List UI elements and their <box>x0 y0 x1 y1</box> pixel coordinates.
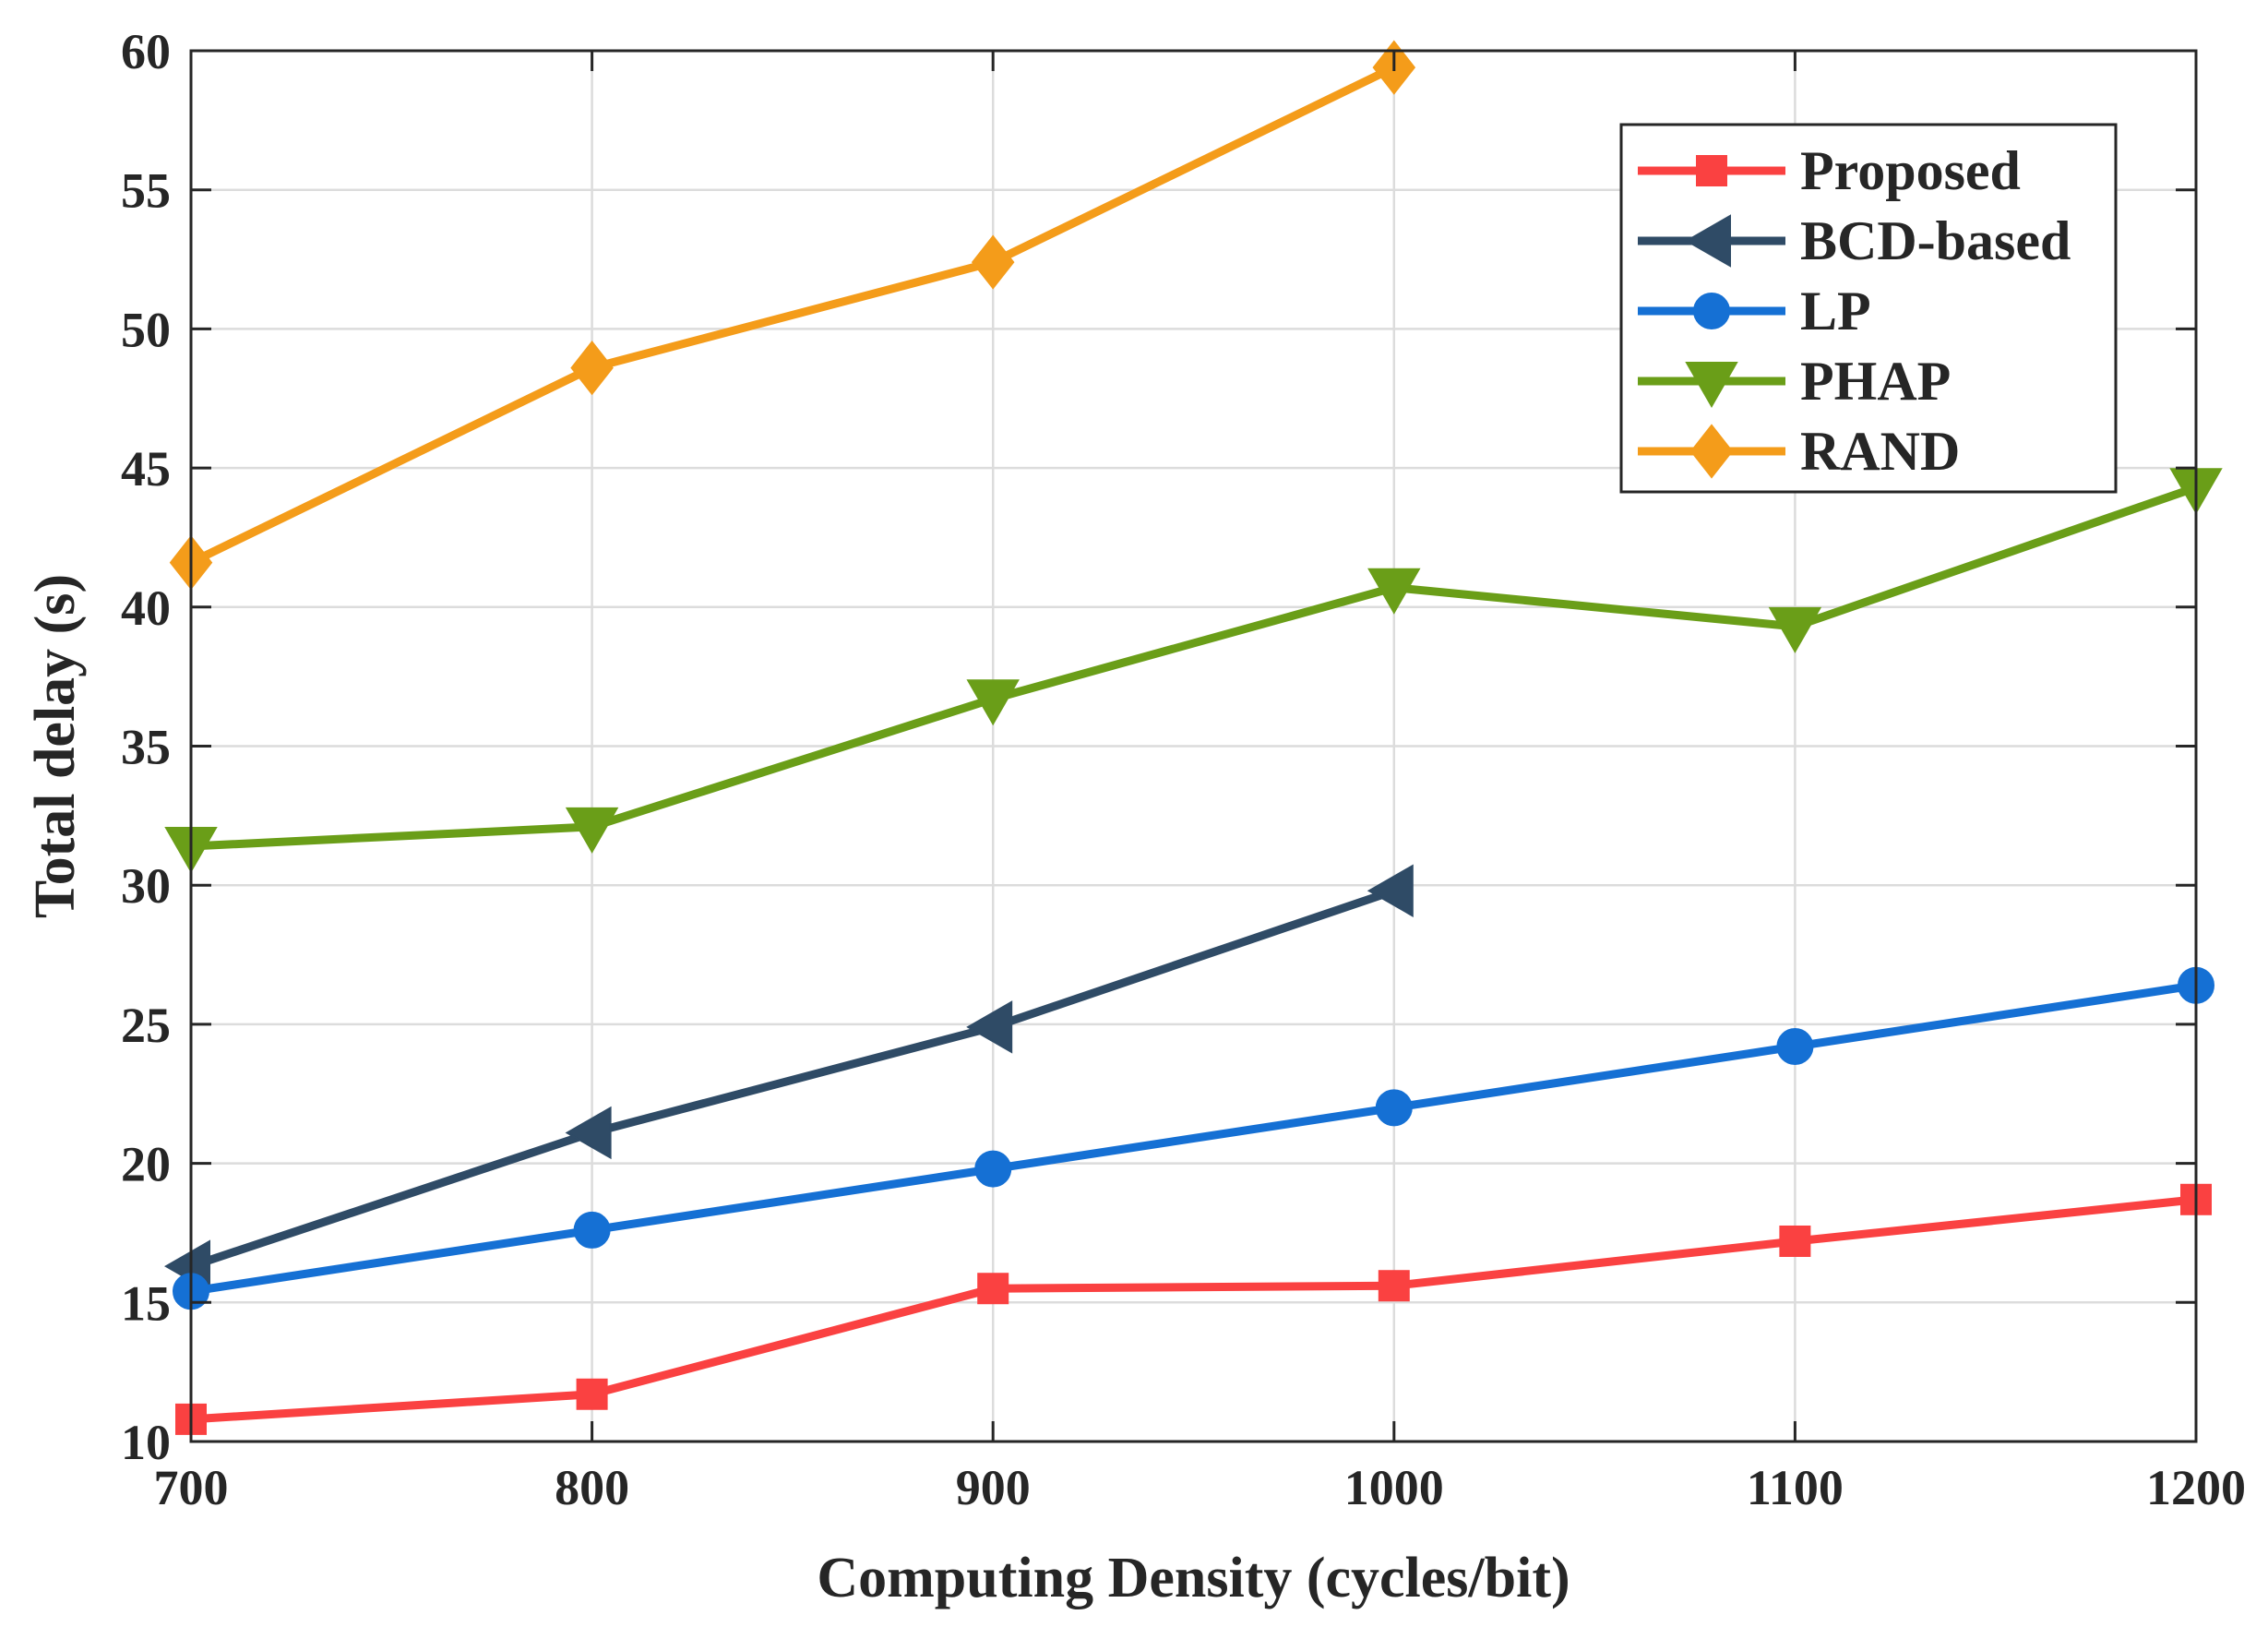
data-point <box>1776 1028 1814 1066</box>
data-point <box>974 1150 1012 1188</box>
x-tick-label: 1100 <box>1747 1460 1844 1515</box>
legend-marker <box>1684 214 1731 268</box>
x-tick-label: 700 <box>154 1460 229 1515</box>
y-tick-label: 25 <box>121 998 171 1053</box>
x-tick-label: 800 <box>555 1460 629 1515</box>
data-point <box>977 1273 1009 1305</box>
legend-label: Proposed <box>1800 140 2021 201</box>
series-rand <box>169 40 1416 591</box>
data-point <box>576 1378 608 1410</box>
data-point <box>1367 568 1421 615</box>
y-tick-label: 60 <box>121 24 171 79</box>
y-axis-label: Total delay (s) <box>24 574 87 918</box>
legend-item: RAND <box>1638 421 1960 482</box>
legend-marker <box>1693 293 1730 329</box>
data-point <box>1779 1225 1811 1257</box>
y-tick-label: 35 <box>121 720 171 775</box>
legend-label: PHAP <box>1800 351 1951 412</box>
y-tick-label: 30 <box>121 858 171 914</box>
data-point <box>966 1000 1013 1054</box>
legend-label: RAND <box>1800 421 1960 482</box>
legend-marker <box>1696 155 1727 186</box>
y-tick-label: 45 <box>121 441 171 496</box>
data-point <box>1375 1089 1413 1127</box>
legend-item: Proposed <box>1638 140 2021 201</box>
legend-label: LP <box>1800 281 1871 341</box>
y-tick-label: 40 <box>121 580 171 636</box>
data-point <box>971 234 1015 290</box>
series-phap <box>164 468 2223 874</box>
data-point <box>565 807 619 854</box>
legend-item: PHAP <box>1638 351 1951 412</box>
y-tick-label: 55 <box>121 163 171 219</box>
x-tick-label: 1000 <box>1344 1460 1444 1515</box>
y-tick-label: 50 <box>121 302 171 357</box>
data-point <box>565 1106 612 1160</box>
series-line <box>190 981 2197 1296</box>
x-axis-label: Computing Density (cycles/bit) <box>817 1547 1570 1609</box>
series-line <box>189 64 1396 567</box>
series-bcd-based <box>163 864 1414 1293</box>
data-point <box>1378 1270 1410 1302</box>
series-line <box>189 886 1396 1271</box>
data-point <box>570 340 614 396</box>
legend-item: LP <box>1638 281 1871 341</box>
legend-item: BCD-based <box>1638 210 2071 271</box>
legend-marker <box>1689 424 1734 479</box>
y-tick-label: 15 <box>121 1275 171 1331</box>
data-point <box>1768 606 1822 653</box>
data-point <box>966 679 1020 726</box>
data-point <box>573 1211 611 1249</box>
x-tick-label: 1200 <box>2146 1460 2246 1515</box>
legend-marker <box>1685 362 1738 409</box>
ticks: 700 800 900 1000 1100 1200 10 15 20 25 30 35 40 45 50 5… <box>121 24 2246 1515</box>
series-line <box>190 483 2198 851</box>
y-tick-label: 20 <box>121 1137 171 1192</box>
series-line <box>190 1195 2197 1424</box>
legend-label: BCD-based <box>1800 210 2071 271</box>
y-tick-label: 10 <box>121 1415 171 1470</box>
x-tick-label: 900 <box>956 1460 1031 1515</box>
legend: Proposed BCD-based LP PHAP RAND <box>1619 123 2118 494</box>
data-point <box>1367 864 1414 917</box>
